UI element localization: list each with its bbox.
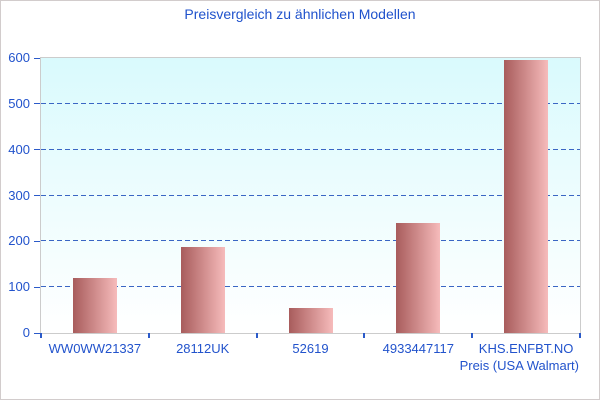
y-tick-label: 300 [8, 187, 30, 203]
y-axis-tick [34, 240, 40, 242]
y-tick-label: 600 [8, 50, 30, 65]
bar [180, 247, 225, 333]
plot-area: 0 100 200 300 400 500 600 WW0WW21337 28112UK 5261… [8, 51, 581, 356]
x-tick-label: KHS.ENFBT.NO [478, 341, 574, 356]
x-tick-label: 28112UK [176, 341, 230, 356]
y-tick-label: 500 [8, 95, 30, 111]
x-axis-tick [363, 333, 366, 338]
x-axis-tick [579, 333, 581, 338]
chart-title: Preisvergleich zu ähnlichen Modellen [184, 6, 416, 22]
gridline [41, 240, 580, 242]
x-axis-tick [40, 333, 42, 338]
y-tick-label: 0 [22, 325, 30, 340]
bar [288, 308, 333, 333]
y-axis-tick [34, 57, 40, 59]
y-axis-tick [34, 332, 40, 334]
y-tick-label: 200 [8, 233, 30, 249]
y-axis-tick [34, 103, 40, 105]
y-tick-label: 400 [8, 141, 30, 157]
y-axis-tick [34, 286, 40, 288]
bar [504, 59, 549, 333]
x-tick-label: 52619 [292, 341, 329, 356]
gridline [41, 286, 580, 288]
gridline [41, 148, 580, 150]
y-tick-label: 100 [8, 279, 30, 295]
gridline [41, 102, 580, 104]
x-axis-title: Preis (USA Walmart) [459, 358, 579, 373]
bar [396, 223, 441, 333]
x-axis-tick [147, 333, 150, 338]
x-tick-label: 4933447117 [382, 341, 454, 356]
gridline [41, 194, 580, 196]
x-axis-tick [255, 333, 258, 338]
x-tick-label: WW0WW21337 [48, 341, 142, 356]
bar [72, 278, 117, 333]
y-axis-tick [34, 195, 40, 196]
y-axis-tick [34, 149, 40, 151]
x-axis-tick [471, 333, 474, 338]
